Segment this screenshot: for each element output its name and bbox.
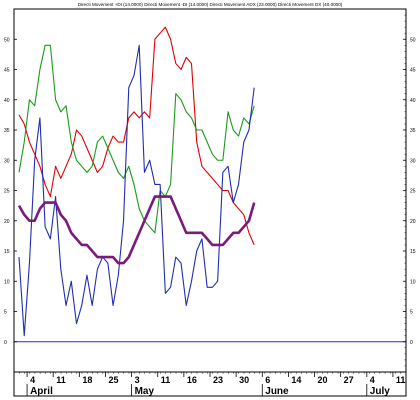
y-tick-label-right: 5	[410, 310, 413, 316]
x-tick-label: 18	[82, 375, 92, 385]
y-tick-label-left: 25	[4, 189, 10, 195]
month-label: July	[370, 386, 390, 397]
y-tick-label-left: 35	[4, 128, 10, 134]
x-tick-label: 25	[108, 375, 118, 385]
y-tick-label-right: 30	[410, 158, 416, 164]
y-tick-label-right: 10	[410, 279, 416, 285]
y-tick-label-left: 10	[4, 279, 10, 285]
series-layer	[17, 26, 256, 337]
x-tick-label: 3	[135, 375, 140, 385]
x-tick-label: 23	[213, 375, 223, 385]
x-tick-label: 11	[161, 375, 171, 385]
x-tick-label: 11	[56, 375, 66, 385]
x-tick-label: 14	[291, 375, 301, 385]
y-tick-label-right: 15	[410, 249, 416, 255]
month-label: June	[265, 386, 289, 397]
y-tick-label-left: 50	[4, 37, 10, 43]
y-tick-label-right: 45	[410, 68, 416, 74]
y-tick-label-left: 5	[4, 310, 7, 316]
y-tick-label-right: 25	[410, 189, 416, 195]
y-tick-label-right: 50	[410, 37, 416, 43]
y-tick-label-left: 20	[4, 219, 10, 225]
y-tick-label-left: 15	[4, 249, 10, 255]
series-line-3	[18, 44, 255, 337]
month-label: May	[135, 386, 155, 397]
y-tick-label-left: 0	[4, 340, 7, 346]
x-tick-label: 27	[344, 375, 354, 385]
y-tick-label-left: 45	[4, 68, 10, 74]
x-tick-label: 4	[370, 375, 375, 385]
month-label: April	[30, 386, 53, 397]
x-tick-label: 11	[396, 375, 406, 385]
y-tick-label-left: 40	[4, 98, 10, 104]
chart-title: Directi Movement +DI (14.0000) Directi M…	[78, 2, 343, 7]
y-tick-label-right: 35	[410, 128, 416, 134]
x-tick-label: 30	[239, 375, 249, 385]
x-tick-label: 20	[318, 375, 328, 385]
x-tick-label: 4	[30, 375, 35, 385]
series-line-1	[18, 26, 255, 246]
series-line-2	[18, 44, 255, 234]
series-line-4	[17, 195, 256, 265]
y-tick-label-right: 20	[410, 219, 416, 225]
x-tick-label: 16	[187, 375, 197, 385]
x-tick-label: 6	[265, 375, 270, 385]
y-tick-label-right: 40	[410, 98, 416, 104]
axis-layer: 0 0 5 5 10 10 15 15 20 20 25 25 30 30 35 35 40 40 45 45 50 50…	[4, 14, 416, 397]
y-tick-label-right: 0	[410, 340, 413, 346]
y-tick-label-left: 30	[4, 158, 10, 164]
